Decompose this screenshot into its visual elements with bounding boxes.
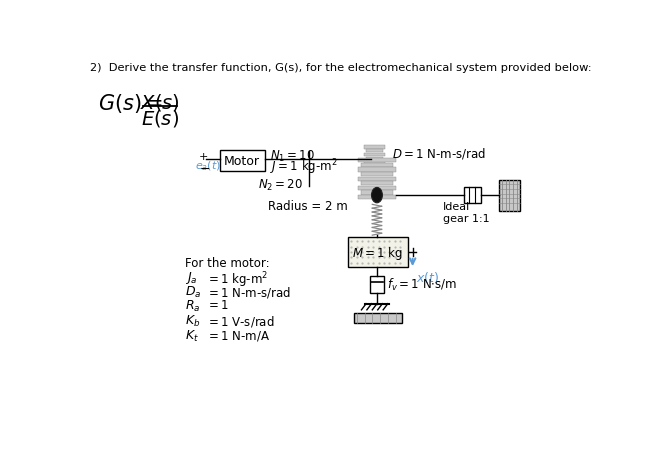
- Text: $-$: $-$: [199, 161, 210, 174]
- Text: $N_1 = 10$: $N_1 = 10$: [270, 149, 315, 164]
- Text: $J_a$: $J_a$: [185, 269, 198, 285]
- Text: $R_a$: $R_a$: [185, 299, 200, 313]
- Bar: [361, 173, 393, 177]
- Text: $= 1\ \mathrm{kg\text{-}m}^2$: $= 1\ \mathrm{kg\text{-}m}^2$: [206, 269, 269, 289]
- Text: +: +: [199, 152, 208, 162]
- Bar: [366, 157, 383, 161]
- Text: $= 1\ \mathrm{V\text{-}s/rad}$: $= 1\ \mathrm{V\text{-}s/rad}$: [206, 313, 275, 328]
- Bar: [358, 196, 396, 200]
- Bar: [358, 168, 396, 172]
- Text: $D = 1\ \mathrm{N\text{-}m\text{-}s/rad}$: $D = 1\ \mathrm{N\text{-}m\text{-}s/rad}…: [392, 146, 486, 161]
- Bar: [370, 276, 384, 293]
- Bar: [358, 186, 396, 190]
- Text: $= 1\ \mathrm{N\text{-}m\text{-}s/rad}$: $= 1\ \mathrm{N\text{-}m\text{-}s/rad}$: [206, 284, 292, 299]
- Text: $= 1$: $= 1$: [206, 299, 229, 312]
- Bar: [220, 151, 265, 172]
- Text: $\mathit{E}(\mathit{s})$: $\mathit{E}(\mathit{s})$: [141, 108, 179, 129]
- Bar: [358, 159, 396, 163]
- Text: $\mathit{G}(\mathit{s})=$: $\mathit{G}(\mathit{s})=$: [98, 92, 163, 115]
- Text: $K_t$: $K_t$: [185, 328, 199, 343]
- Bar: [364, 146, 386, 149]
- Text: $\mathit{X}(\mathit{s})$: $\mathit{X}(\mathit{s})$: [140, 92, 180, 113]
- Bar: [358, 177, 396, 181]
- Text: $\mathit{x}(\mathit{t})$: $\mathit{x}(\mathit{t})$: [416, 269, 439, 285]
- Bar: [361, 182, 393, 186]
- Bar: [364, 169, 386, 172]
- Ellipse shape: [372, 188, 382, 203]
- Bar: [366, 165, 383, 168]
- Text: $\mathit{e}_a(t)$: $\mathit{e}_a(t)$: [195, 159, 221, 173]
- Bar: [364, 153, 386, 157]
- Text: $J = 1\ \mathrm{kg\text{-}m}^2$: $J = 1\ \mathrm{kg\text{-}m}^2$: [270, 157, 337, 177]
- Text: Ideal
gear 1:1: Ideal gear 1:1: [443, 202, 489, 224]
- Bar: [361, 163, 393, 168]
- Text: $M = 1\ \mathrm{kg}$: $M = 1\ \mathrm{kg}$: [352, 244, 403, 261]
- Bar: [347, 238, 408, 267]
- Text: Radius = 2 m: Radius = 2 m: [268, 200, 348, 213]
- Text: 2)  Derive the transfer function, G(s), for the electromechanical system provide: 2) Derive the transfer function, G(s), f…: [90, 63, 592, 73]
- Bar: [464, 188, 480, 203]
- Bar: [499, 180, 520, 211]
- Text: $N_2 = 20$: $N_2 = 20$: [258, 178, 303, 193]
- Text: $D_a$: $D_a$: [185, 284, 201, 299]
- Text: Motor: Motor: [224, 155, 260, 168]
- Bar: [364, 161, 386, 165]
- Text: $= 1\ \mathrm{N\text{-}m/A}$: $= 1\ \mathrm{N\text{-}m/A}$: [206, 328, 271, 342]
- Text: $K_b$: $K_b$: [185, 313, 200, 328]
- Bar: [366, 150, 383, 153]
- Text: For the motor:: For the motor:: [185, 257, 269, 269]
- Text: $f_v = 1\ \mathrm{N{\cdot}s/m}$: $f_v = 1\ \mathrm{N{\cdot}s/m}$: [387, 277, 457, 293]
- Bar: [353, 313, 402, 323]
- Bar: [361, 191, 393, 195]
